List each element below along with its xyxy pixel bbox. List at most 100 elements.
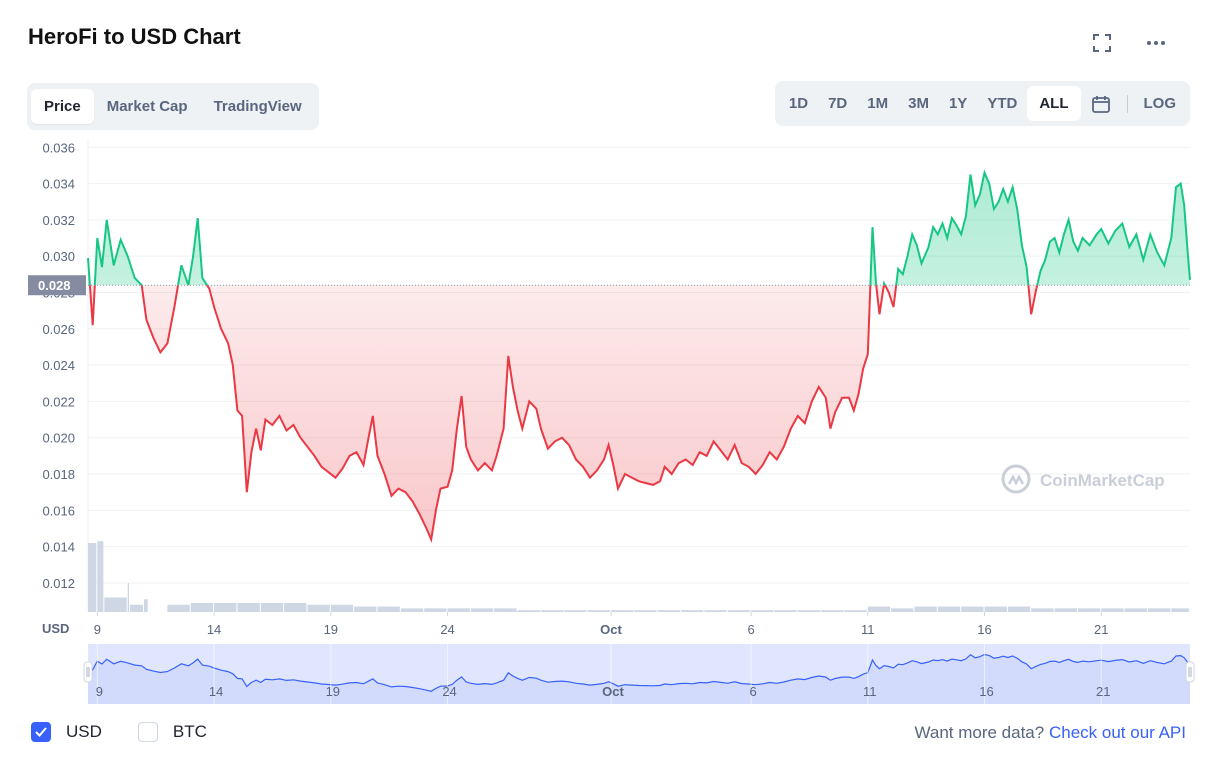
- volume-bar: [470, 608, 494, 612]
- volume-bar: [774, 610, 797, 612]
- y-tick-label: 0.026: [42, 322, 75, 337]
- navigator-tick-label: 21: [1096, 684, 1110, 699]
- volume-bar: [214, 602, 237, 612]
- volume-bar: [167, 604, 190, 612]
- more-options-icon[interactable]: [1143, 30, 1169, 56]
- navigator-tick-label: 11: [863, 684, 877, 699]
- volume-bar: [447, 608, 470, 612]
- volume-bar: [844, 610, 867, 612]
- y-tick-label: 0.030: [42, 249, 75, 264]
- volume-bar: [681, 610, 704, 612]
- volume-bar: [751, 610, 774, 612]
- usd-checkbox[interactable]: [31, 722, 51, 742]
- volume-bar: [260, 602, 284, 612]
- volume-bar: [494, 608, 517, 612]
- price-chart[interactable]: 0.036 0.034 0.032 0.030 0.028 0.026 0.024 0.022…: [0, 140, 1221, 715]
- range-3m[interactable]: 3M: [908, 95, 929, 112]
- volume-bar: [891, 608, 914, 612]
- tab-market-cap[interactable]: Market Cap: [106, 98, 188, 115]
- navigator-line: [87, 653, 1191, 692]
- x-axis: 9 14 19 24 Oct 6 11 16 21: [94, 612, 1109, 637]
- chart-title: HeroFi to USD Chart: [28, 24, 241, 49]
- navigator-tick-label: 19: [326, 684, 340, 699]
- navigator-tick-label: Oct: [602, 684, 624, 699]
- volume-bar: [144, 599, 148, 612]
- volume-bar: [657, 610, 681, 612]
- btc-checkbox[interactable]: [137, 722, 158, 742]
- x-tick-label: 21: [1094, 622, 1108, 637]
- area-below-baseline: [88, 285, 1190, 540]
- volume-bar: [190, 602, 214, 612]
- volume-bar: [540, 610, 564, 612]
- navigator-area: [88, 654, 1190, 704]
- y-tick-label: 0.036: [42, 140, 75, 155]
- navigator-handle-right[interactable]: [1185, 661, 1195, 683]
- price-line-down: [88, 285, 1039, 543]
- y-tick-label: 0.018: [42, 467, 75, 482]
- volume-bar: [97, 541, 104, 612]
- watermark: CoinMarketCap: [1001, 464, 1165, 494]
- x-tick-label: 9: [94, 622, 101, 637]
- btc-label: BTC: [172, 722, 207, 741]
- volume-bar: [104, 597, 127, 612]
- volume-bar: [704, 610, 727, 612]
- y-tick-label: 0.032: [42, 213, 75, 228]
- tab-price[interactable]: Price: [31, 89, 94, 124]
- volume-bar: [377, 606, 400, 612]
- range-1y[interactable]: 1Y: [948, 95, 968, 112]
- volume-bar: [634, 610, 657, 612]
- price-area: [88, 172, 1190, 540]
- x-tick-label: 16: [977, 622, 991, 637]
- volume-bar: [984, 606, 1007, 612]
- y-tick-label: 0.034: [42, 177, 75, 192]
- volume-bar: [1101, 608, 1124, 612]
- api-prompt: Want more data?: [914, 723, 1045, 742]
- price-lines: [87, 169, 1191, 543]
- volume-bar: [727, 610, 751, 612]
- y-axis-title: USD: [42, 621, 69, 636]
- api-link[interactable]: Check out our API: [1048, 723, 1186, 742]
- volume-bar: [130, 604, 144, 612]
- fullscreen-icon[interactable]: [1089, 30, 1115, 56]
- volume-bar: [517, 610, 540, 612]
- volume-bar: [354, 606, 377, 612]
- navigator-tick-label: 14: [209, 684, 223, 699]
- chart-toolbar: [1089, 30, 1169, 56]
- usd-label: USD: [66, 722, 102, 741]
- range-1m[interactable]: 1M: [867, 95, 889, 112]
- volume-bar: [1077, 608, 1101, 612]
- time-range-selector: 1D 7D 1M 3M 1Y YTD ALL LOG: [774, 81, 1190, 126]
- volume-bar: [914, 606, 937, 612]
- volume-bar: [237, 602, 260, 612]
- tab-tradingview[interactable]: TradingView: [213, 98, 302, 115]
- volume-bar: [330, 604, 354, 612]
- calendar-icon[interactable]: [1081, 88, 1121, 120]
- y-tick-label: 0.012: [42, 576, 75, 591]
- y-tick-label: 0.022: [42, 394, 75, 409]
- navigator-tick-label: 9: [96, 684, 103, 699]
- x-tick-label: Oct: [600, 622, 622, 637]
- range-ytd[interactable]: YTD: [987, 95, 1018, 112]
- navigator-tick-label: 6: [749, 684, 756, 699]
- volume-bar: [1147, 608, 1171, 612]
- api-promo: Want more data? Check out our API: [914, 723, 1186, 743]
- volume-bar: [127, 582, 130, 612]
- volume-bar: [587, 610, 610, 612]
- range-7d[interactable]: 7D: [828, 95, 848, 112]
- x-tick-label: 14: [207, 622, 221, 637]
- volume-bar: [1007, 606, 1031, 612]
- baseline-label-bg: [28, 275, 86, 296]
- log-scale-toggle[interactable]: LOG: [1143, 95, 1177, 112]
- range-1d[interactable]: 1D: [788, 95, 809, 112]
- y-tick-label: 0.020: [42, 431, 75, 446]
- volume-bars: [88, 541, 1189, 612]
- volume-bar: [400, 608, 424, 612]
- volume-bar: [1171, 608, 1189, 612]
- volume-bar: [284, 602, 307, 612]
- navigator-handle-left[interactable]: [83, 661, 93, 683]
- volume-bar: [961, 606, 984, 612]
- range-all[interactable]: ALL: [1027, 86, 1081, 121]
- volume-bar: [937, 606, 961, 612]
- volume-bar: [1124, 608, 1147, 612]
- currency-toggles: USD BTC: [31, 722, 243, 742]
